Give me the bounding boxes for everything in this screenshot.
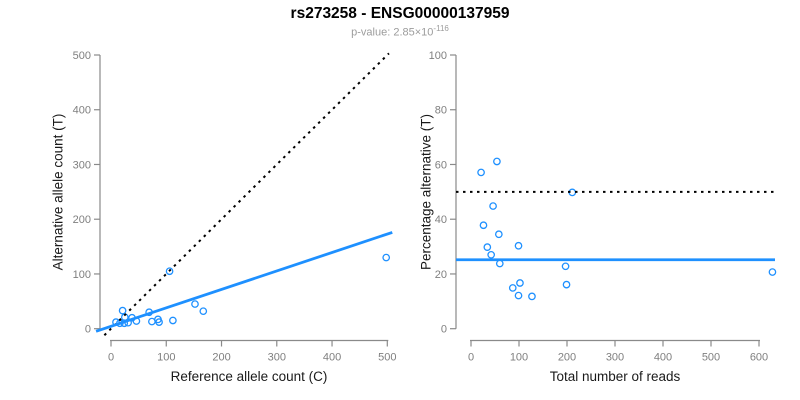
- y-tick-label: 40: [435, 214, 447, 226]
- y-tick-label: 100: [73, 269, 91, 281]
- data-point: [148, 317, 156, 326]
- data-point: [483, 243, 492, 251]
- p-value-text: p-value: 2.85×10: [351, 26, 434, 39]
- data-point: [118, 306, 127, 315]
- y-tick-label: 200: [73, 214, 91, 226]
- y-tick-label: 100: [429, 50, 447, 62]
- x-tick-label: 100: [510, 352, 528, 364]
- data-point: [489, 202, 497, 210]
- data-point: [514, 291, 523, 300]
- data-point: [508, 284, 517, 292]
- x-tick-label: 600: [750, 352, 768, 364]
- y-tick-label: 300: [73, 159, 91, 171]
- percentage-scatter: 0 20 40 60 80 100 0 100 200 300 400 500 600: [429, 50, 777, 364]
- data-point: [514, 241, 523, 250]
- data-point: [155, 318, 163, 326]
- data-point: [382, 253, 391, 262]
- allele-counts-scatter: 0 100 200 300 400 500 0 100 200 300 400 500: [73, 50, 397, 364]
- data-point: [561, 262, 570, 271]
- left-x-axis-title: Reference allele count (C): [170, 369, 328, 384]
- left-y-axis-title: Alternative allele count (T): [50, 113, 66, 271]
- x-tick-label: 500: [702, 352, 720, 364]
- x-tick-label: 300: [606, 352, 624, 364]
- x-tick-label: 0: [108, 352, 114, 364]
- identity-line: [103, 52, 390, 336]
- x-tick-label: 200: [558, 352, 576, 364]
- x-tick-label: 300: [268, 352, 286, 364]
- data-point: [165, 267, 174, 276]
- data-point: [487, 250, 496, 259]
- y-tick-label: 0: [441, 324, 447, 336]
- y-tick-label: 20: [435, 269, 447, 281]
- y-tick-label: 60: [435, 159, 447, 171]
- data-point: [562, 280, 571, 289]
- x-tick-label: 400: [323, 352, 341, 364]
- data-point: [479, 221, 488, 230]
- y-tick-label: 80: [435, 105, 447, 117]
- figure-title: rs273258 - ENSG00000137959: [290, 5, 510, 22]
- x-tick-label: 400: [654, 352, 672, 364]
- figure-subtitle: p-value: 2.85×10-116: [0, 24, 800, 39]
- regression-line: [95, 231, 393, 333]
- data-point: [528, 292, 536, 301]
- data-point: [768, 268, 777, 276]
- right-y-axis-title: Percentage alternative (T): [418, 113, 434, 271]
- x-tick-label: 200: [212, 352, 230, 364]
- data-point: [199, 307, 208, 316]
- p-value-exponent: -116: [433, 24, 449, 33]
- data-point: [494, 230, 503, 239]
- x-tick-label: 100: [157, 352, 175, 364]
- data-point: [493, 157, 501, 166]
- data-point: [516, 279, 524, 287]
- right-x-axis-title: Total number of reads: [549, 369, 681, 384]
- y-tick-label: 500: [73, 50, 91, 62]
- y-tick-label: 400: [73, 105, 91, 117]
- data-point: [495, 259, 504, 268]
- data-point: [169, 316, 177, 325]
- x-tick-label: 500: [378, 352, 396, 364]
- data-point: [477, 168, 485, 177]
- data-point: [191, 300, 199, 308]
- y-tick-label: 0: [85, 324, 91, 336]
- x-tick-label: 0: [468, 352, 474, 364]
